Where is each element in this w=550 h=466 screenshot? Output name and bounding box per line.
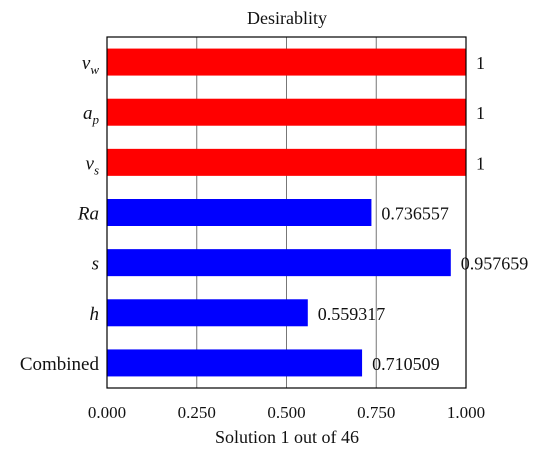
plot-frame (106, 36, 467, 389)
bars (107, 48, 466, 377)
x-tick-label: 0.000 (88, 403, 126, 422)
data-label: 1 (476, 103, 485, 123)
category-label: h (90, 304, 100, 325)
bar (107, 148, 466, 176)
x-tick-label: 1.000 (447, 403, 485, 422)
x-tick-label: 0.750 (357, 403, 395, 422)
category-label: vs (86, 153, 100, 177)
chart-title: Desirablity (247, 8, 327, 28)
category-label-main: Ra (77, 204, 99, 225)
bar (107, 249, 451, 277)
category-label: s (92, 254, 99, 275)
bar (107, 98, 466, 126)
data-label: 1 (476, 53, 485, 73)
bar (107, 299, 308, 327)
category-label-main: Combined (20, 354, 100, 375)
category-label: ap (83, 103, 100, 127)
data-label: 0.957659 (461, 254, 528, 274)
x-tick-labels: 0.000 0.250 0.500 0.750 1.000 (88, 403, 485, 422)
data-label: 0.559317 (318, 304, 386, 324)
category-label-subscript: s (94, 162, 99, 177)
x-tick-label: 0.500 (267, 403, 305, 422)
category-label-subscript: p (92, 112, 100, 127)
bar (107, 48, 466, 76)
data-label: 0.736557 (381, 204, 449, 224)
category-label-main: v (82, 53, 91, 74)
data-label: 1 (476, 153, 485, 173)
category-label-main: h (90, 304, 100, 325)
category-label-main: v (86, 153, 95, 174)
category-label: Ra (77, 204, 99, 225)
category-label: Combined (20, 354, 100, 375)
x-tick-label: 0.250 (178, 403, 216, 422)
category-label: vw (82, 53, 99, 77)
category-label-subscript: w (90, 62, 99, 77)
category-label-main: a (83, 103, 93, 124)
category-label-main: s (92, 254, 99, 275)
x-axis-label: Solution 1 out of 46 (215, 427, 359, 447)
bar (107, 199, 372, 226)
value-labels: 1 1 1 0.736557 0.957659 0.559317 0.710509 (318, 53, 529, 374)
data-label: 0.710509 (372, 354, 440, 374)
bar (107, 349, 363, 377)
